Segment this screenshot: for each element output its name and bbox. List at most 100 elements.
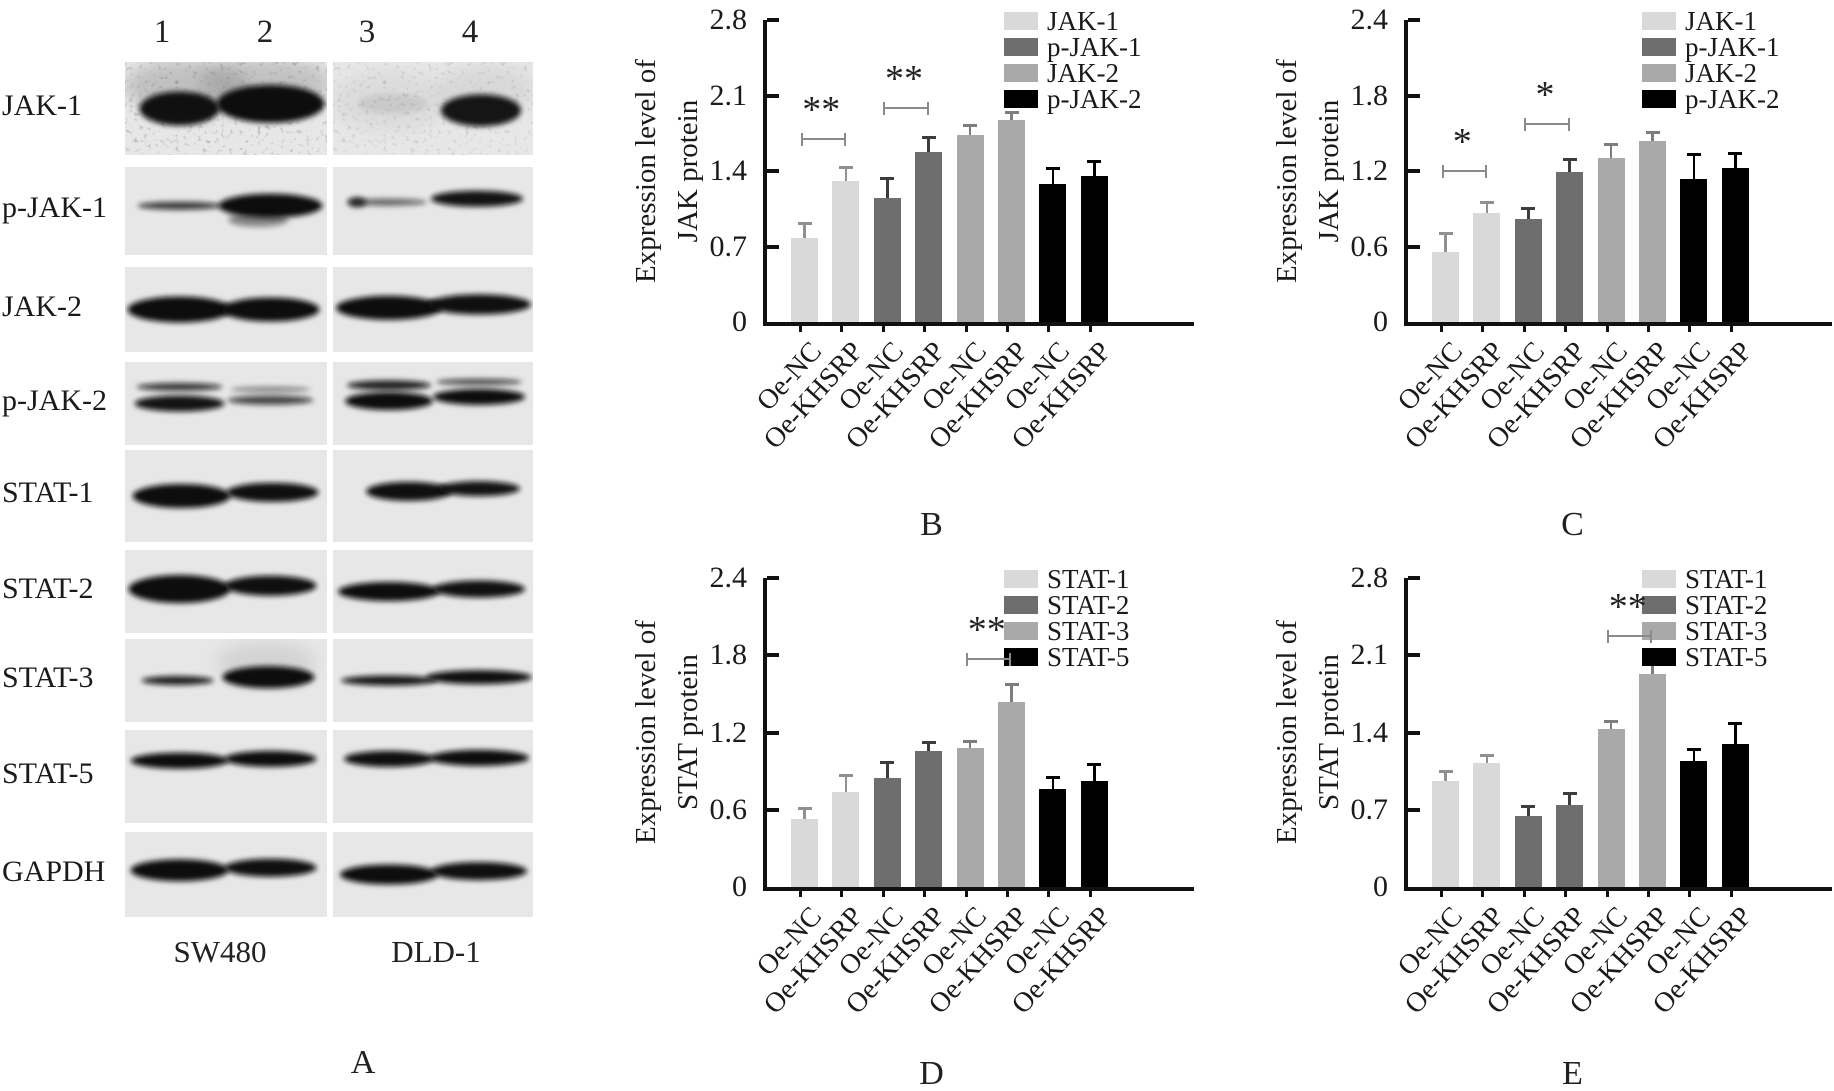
protein-band — [341, 675, 437, 686]
blot-row-label: JAK-2 — [2, 289, 82, 323]
protein-band — [134, 395, 225, 412]
blot-strip — [333, 832, 533, 917]
blot-strip — [125, 362, 327, 445]
error-bar-cap — [1686, 153, 1701, 157]
y-tick-mark — [1408, 653, 1420, 658]
bar-stat-3-oe-khsrp — [998, 701, 1025, 887]
y-axis-label-line1: Expression level of — [1270, 620, 1303, 845]
legend-swatch — [1004, 12, 1038, 30]
error-bar — [1651, 661, 1654, 675]
significance-bracket-line — [1609, 635, 1651, 638]
bar-p-jak-2-oe-khsrp — [1721, 168, 1749, 322]
blot-strip — [125, 730, 327, 823]
western-blot-panel: A 1 2 3 4 JAK-1 p-JAK-1 JAK-2 p-JAK-2 STAT-1 STAT… — [0, 0, 585, 1091]
error-bar — [927, 742, 930, 751]
error-bar-cap — [1604, 143, 1619, 147]
y-tick-mark — [1408, 576, 1420, 580]
error-bar — [844, 775, 848, 792]
y-tick-label: 1.4 — [709, 154, 748, 187]
error-bar-cap — [921, 741, 936, 745]
error-bar — [886, 178, 889, 198]
legend-item: JAK-1 — [1004, 6, 1142, 36]
error-bar — [1051, 168, 1055, 184]
protein-band — [127, 296, 232, 323]
protein-band — [132, 484, 231, 508]
error-bar-cap — [1087, 763, 1102, 767]
error-bar — [1444, 233, 1447, 252]
protein-band — [348, 197, 366, 208]
y-tick-label: 2.8 — [1350, 561, 1389, 594]
error-bar-cap — [1728, 151, 1743, 155]
x-tick-mark — [1522, 891, 1526, 897]
bar-p-jak-1-oe-nc — [1514, 218, 1542, 322]
protein-band — [433, 580, 525, 598]
legend-swatch — [1004, 64, 1038, 82]
y-tick-mark — [1408, 93, 1420, 98]
x-tick-mark — [964, 891, 968, 897]
protein-band — [137, 201, 222, 210]
panel-letter-e: E — [1562, 1055, 1583, 1091]
bar-p-jak-2-oe-nc — [1680, 178, 1708, 322]
blot-strip — [125, 450, 327, 542]
legend: STAT-1 STAT-2 STAT-3 STAT-5 — [1642, 564, 1768, 671]
blot-strip-image — [141, 642, 317, 689]
legend-label: STAT-1 — [1685, 564, 1768, 594]
x-tick-mark — [1006, 326, 1009, 332]
significance-bracket-line — [885, 107, 927, 110]
blot-strip-image — [130, 858, 317, 882]
legend-item: JAK-2 — [1004, 60, 1142, 87]
error-bar — [1093, 161, 1096, 177]
x-tick-mark — [881, 891, 885, 897]
blot-strip-image — [341, 670, 532, 686]
chart-panel-c: Expression level of JAK protein C 0 0.6 1.… — [1259, 0, 1834, 558]
protein-band — [336, 295, 442, 320]
panel-letter-c: C — [1561, 506, 1584, 543]
x-tick-mark — [1006, 891, 1009, 897]
legend-item: STAT-3 — [1004, 618, 1129, 645]
blot-strip-image — [132, 482, 319, 508]
panel-letter-b: B — [920, 506, 943, 543]
protein-band — [224, 575, 317, 596]
x-tick-mark — [923, 326, 927, 332]
blot-row-label: GAPDH — [2, 854, 106, 888]
x-tick-mark — [1047, 891, 1051, 897]
blot-strip — [125, 267, 327, 352]
panel-letter-a: A — [350, 1044, 376, 1081]
y-tick-label: 1.8 — [709, 638, 748, 672]
y-tick-label: 2.1 — [709, 78, 748, 112]
blot-strip — [125, 832, 327, 917]
bar-p-jak-1-oe-khsrp — [915, 151, 943, 322]
error-bar — [1609, 721, 1613, 730]
error-bar-cap — [1438, 769, 1453, 773]
y-tick-mark — [767, 653, 779, 658]
error-bar — [1093, 764, 1096, 782]
y-tick-label: 2.8 — [709, 3, 748, 36]
blot-strip — [125, 639, 327, 722]
legend-label: STAT-2 — [1685, 590, 1768, 620]
protein-band — [441, 94, 521, 127]
error-bar — [844, 167, 848, 181]
significance-label: ** — [802, 88, 841, 131]
protein-band — [224, 858, 317, 877]
y-tick-mark — [1408, 807, 1420, 812]
y-tick-mark — [767, 576, 779, 580]
blot-strip-image — [125, 62, 327, 155]
error-bar — [1568, 793, 1571, 806]
blot-row-label: STAT-5 — [2, 756, 94, 790]
error-bar — [927, 137, 930, 152]
y-axis-label-line1: Expression level of — [629, 59, 662, 283]
bar-stat-2-oe-nc — [1514, 816, 1542, 887]
error-bar — [1051, 777, 1055, 790]
protein-band — [141, 676, 214, 685]
error-bar — [1010, 112, 1013, 121]
plot-area — [1404, 576, 1832, 891]
chart-panel-e: Expression level of STAT protein E 0 0.7 1… — [1259, 558, 1834, 1091]
x-tick-mark — [1564, 891, 1568, 897]
error-bar — [1734, 723, 1737, 744]
y-tick-label: 1.2 — [1350, 154, 1389, 187]
bar-stat-5-oe-khsrp — [1721, 743, 1749, 887]
protein-band — [226, 482, 319, 502]
legend-label: JAK-1 — [1047, 6, 1119, 36]
legend-swatch — [1004, 90, 1038, 108]
legend-swatch — [1642, 64, 1676, 82]
